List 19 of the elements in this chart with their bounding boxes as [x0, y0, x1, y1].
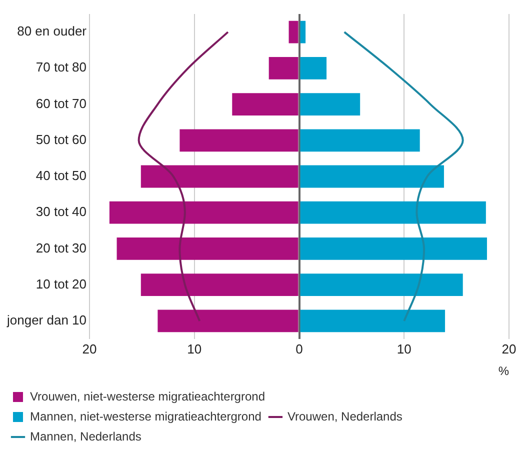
y-tick-label: 30 tot 40 [36, 204, 87, 220]
x-tick-label: 10 [187, 341, 202, 356]
y-tick-label: 70 tot 80 [36, 60, 87, 75]
legend-label: Mannen, niet-westerse migratieachtergrond [30, 409, 262, 424]
x-tick-label: 20 [82, 341, 97, 356]
y-tick-label: 40 tot 50 [36, 168, 87, 184]
x-tick-label: 0 [296, 341, 303, 356]
legend-label: Vrouwen, niet-westerse migratieachtergrond [30, 389, 266, 404]
x-axis-title: % [498, 364, 510, 378]
y-tick-label: 20 tot 30 [36, 240, 87, 256]
legend-label: Mannen, Nederlands [30, 429, 142, 444]
x-tick-label: 10 [396, 341, 412, 356]
x-tick-label: 20 [502, 341, 516, 356]
y-tick-label: 80 en ouder [17, 24, 88, 39]
legend-label: Vrouwen, Nederlands [287, 409, 402, 424]
y-tick-label: 60 tot 70 [36, 96, 87, 111]
y-tick-label: 50 tot 60 [36, 132, 87, 147]
y-tick-label: 10 tot 20 [36, 276, 87, 292]
y-tick-label: jonger dan 10 [6, 312, 87, 328]
